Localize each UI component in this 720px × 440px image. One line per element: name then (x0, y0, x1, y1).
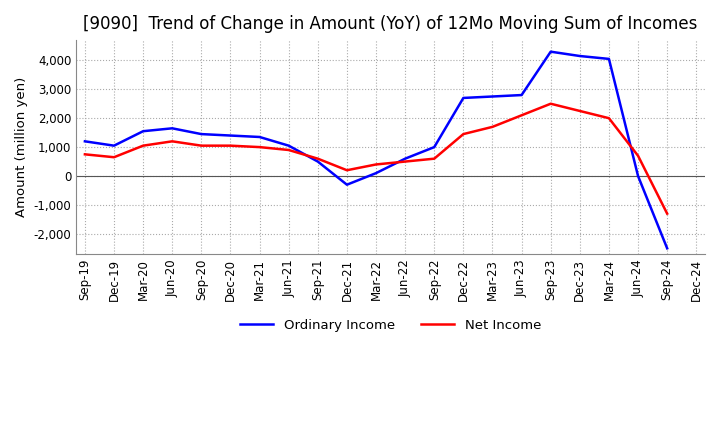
Net Income (546, 101, 555, 106)
Net Income (605, 116, 613, 121)
Net Income (256, 144, 264, 150)
Ordinary Income (226, 133, 235, 138)
Ordinary Income (372, 170, 380, 176)
Ordinary Income (634, 173, 642, 179)
Net Income (109, 154, 118, 160)
Net Income (459, 132, 468, 137)
Ordinary Income (401, 156, 410, 161)
Ordinary Income (517, 92, 526, 98)
Ordinary Income (197, 132, 206, 137)
Net Income (575, 108, 584, 114)
Net Income (663, 211, 672, 216)
Net Income (343, 168, 351, 173)
Net Income (313, 156, 322, 161)
Ordinary Income (546, 49, 555, 54)
Net Income (168, 139, 176, 144)
Net Income (284, 147, 293, 153)
Ordinary Income (284, 143, 293, 148)
Ordinary Income (139, 128, 148, 134)
Ordinary Income (81, 139, 89, 144)
Line: Net Income: Net Income (85, 104, 667, 213)
Ordinary Income (488, 94, 497, 99)
Net Income (517, 113, 526, 118)
Ordinary Income (575, 53, 584, 59)
Ordinary Income (313, 159, 322, 164)
Net Income (197, 143, 206, 148)
Ordinary Income (459, 95, 468, 101)
Ordinary Income (168, 126, 176, 131)
Legend: Ordinary Income, Net Income: Ordinary Income, Net Income (235, 314, 546, 337)
Net Income (372, 162, 380, 167)
Title: [9090]  Trend of Change in Amount (YoY) of 12Mo Moving Sum of Incomes: [9090] Trend of Change in Amount (YoY) o… (84, 15, 698, 33)
Net Income (430, 156, 438, 161)
Ordinary Income (663, 246, 672, 251)
Line: Ordinary Income: Ordinary Income (85, 51, 667, 248)
Net Income (401, 159, 410, 164)
Net Income (226, 143, 235, 148)
Ordinary Income (256, 134, 264, 139)
Y-axis label: Amount (million yen): Amount (million yen) (15, 77, 28, 217)
Ordinary Income (109, 143, 118, 148)
Net Income (488, 124, 497, 129)
Ordinary Income (430, 144, 438, 150)
Ordinary Income (605, 56, 613, 62)
Ordinary Income (343, 182, 351, 187)
Net Income (634, 153, 642, 158)
Net Income (81, 152, 89, 157)
Net Income (139, 143, 148, 148)
